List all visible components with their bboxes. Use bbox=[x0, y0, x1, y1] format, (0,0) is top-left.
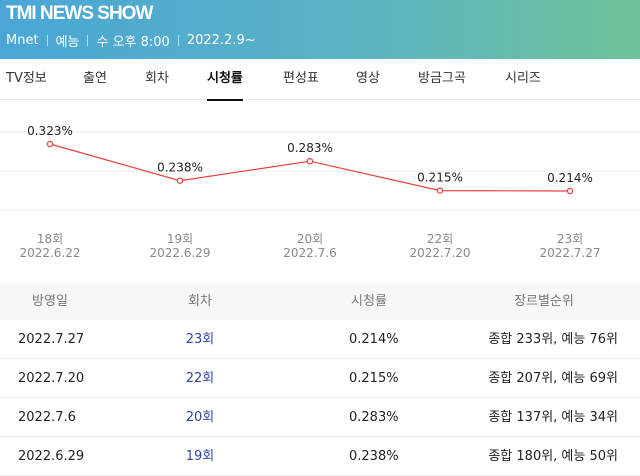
table-header: 방영일 회차 시청률 장르별순위 bbox=[0, 284, 640, 320]
air-date: 2022.6.29 bbox=[18, 449, 85, 464]
episode-link[interactable]: 19회 bbox=[185, 449, 215, 464]
program-header: TMI NEWS SHOW Mnet 예능 수 오후 8:00 2022.2.9… bbox=[0, 0, 640, 59]
rating-value: 0.215% bbox=[349, 371, 399, 386]
data-label: 0.283% bbox=[287, 141, 333, 155]
episode-tick-label: 20회 bbox=[297, 232, 323, 246]
rating-value: 0.238% bbox=[349, 449, 399, 464]
tab-schedule[interactable]: 편성표 bbox=[283, 71, 319, 86]
table-row: 2022.6.29 19회 0.238% 종합 180위, 예능 50위 bbox=[0, 437, 640, 476]
episode-link[interactable]: 23회 bbox=[185, 332, 215, 347]
date-tick-label: 2022.7.20 bbox=[409, 246, 470, 260]
column-header-rating: 시청률 bbox=[351, 294, 387, 309]
column-header-date: 방영일 bbox=[32, 294, 68, 309]
program-meta: Mnet 예능 수 오후 8:00 2022.2.9~ bbox=[6, 31, 256, 50]
date-tick-label: 2022.6.22 bbox=[19, 246, 80, 260]
episode-tick-label: 18회 bbox=[37, 232, 63, 246]
tab-episodes[interactable]: 회차 bbox=[145, 71, 169, 86]
air-date: 2022.7.20 bbox=[18, 371, 85, 386]
genre-rank: 종합 233위, 예능 76위 bbox=[488, 332, 618, 347]
episode-link[interactable]: 20회 bbox=[185, 410, 215, 425]
genre-rank: 종합 180위, 예능 50위 bbox=[488, 449, 618, 464]
table-row: 2022.7.6 20회 0.283% 종합 137위, 예능 34위 bbox=[0, 398, 640, 437]
chart-gridlines bbox=[0, 131, 640, 211]
table-row: 2022.7.20 22회 0.215% 종합 207위, 예능 69위 bbox=[0, 359, 640, 398]
tab-videos[interactable]: 영상 bbox=[356, 71, 380, 86]
tab-series[interactable]: 시리즈 bbox=[505, 71, 541, 86]
divider bbox=[177, 35, 179, 46]
episode-tick-label: 22회 bbox=[427, 232, 453, 246]
data-point[interactable] bbox=[176, 177, 184, 184]
program-title[interactable]: TMI NEWS SHOW bbox=[6, 3, 153, 24]
data-point[interactable] bbox=[566, 187, 574, 195]
air-date: 2022.7.27 bbox=[18, 332, 85, 347]
data-point[interactable] bbox=[46, 140, 54, 148]
tab-tv-info[interactable]: TV정보 bbox=[6, 71, 47, 86]
tab-songs[interactable]: 방금그곡 bbox=[418, 71, 466, 86]
air-date: 2022.7.6 bbox=[18, 410, 76, 425]
column-header-episode: 회차 bbox=[188, 294, 212, 309]
genre-label: 예능 bbox=[55, 35, 80, 50]
schedule-label: 수 오후 8:00 bbox=[96, 35, 170, 50]
data-label: 0.238% bbox=[157, 161, 203, 175]
tab-ratings[interactable]: 시청률 bbox=[207, 59, 243, 101]
rating-value: 0.283% bbox=[349, 410, 399, 425]
episode-tick-label: 23회 bbox=[557, 232, 583, 246]
episode-tick-label: 19회 bbox=[167, 232, 193, 246]
data-label: 0.215% bbox=[417, 171, 463, 185]
divider bbox=[87, 35, 89, 46]
channel-label: Mnet bbox=[6, 33, 39, 48]
rating-value: 0.214% bbox=[349, 332, 399, 347]
tab-cast[interactable]: 출연 bbox=[83, 71, 107, 86]
date-tick-label: 2022.6.29 bbox=[149, 246, 210, 260]
column-header-rank: 장르별순위 bbox=[514, 294, 574, 309]
date-tick-label: 2022.7.27 bbox=[539, 246, 600, 260]
tab-bar: TV정보 출연 회차 시청률 편성표 영상 방금그곡 시리즈 bbox=[0, 59, 640, 101]
table-row: 2022.7.27 23회 0.214% 종합 233위, 예능 76위 bbox=[0, 320, 640, 359]
genre-rank: 종합 137위, 예능 34위 bbox=[488, 410, 618, 425]
data-point[interactable] bbox=[436, 187, 444, 194]
episode-link[interactable]: 22회 bbox=[185, 371, 215, 386]
start-date-label: 2022.2.9~ bbox=[186, 33, 256, 48]
date-tick-label: 2022.7.6 bbox=[283, 246, 336, 260]
data-label: 0.214% bbox=[547, 171, 593, 185]
genre-rank: 종합 207위, 예능 69위 bbox=[488, 371, 618, 386]
data-point[interactable] bbox=[306, 158, 314, 165]
data-label: 0.323% bbox=[27, 124, 73, 138]
divider bbox=[46, 35, 48, 46]
